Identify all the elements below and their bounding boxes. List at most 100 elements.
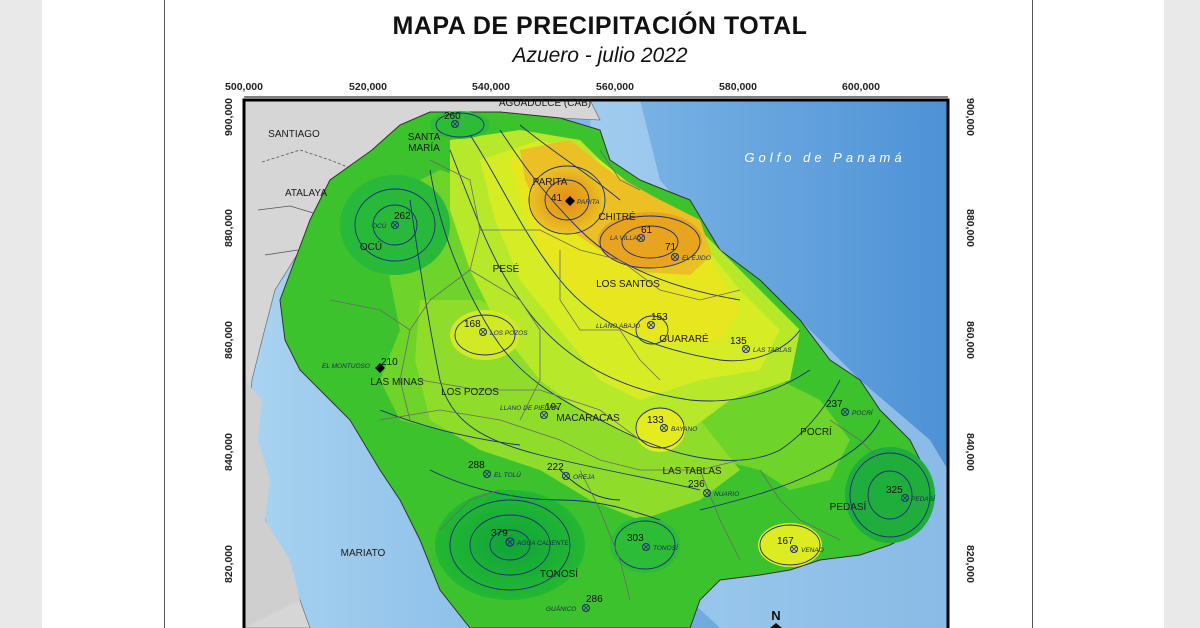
station-name: LLANO ABAJO bbox=[596, 323, 640, 330]
place-label-parita: PARITA bbox=[533, 177, 568, 188]
station-marker: 153 LLANO ABAJO bbox=[596, 312, 668, 330]
station-value: 197 bbox=[545, 402, 562, 413]
y-axis-right: 900,000 880,000 860,000 840,000 820,000 bbox=[964, 98, 976, 583]
station-marker: 168 LOS POZOS bbox=[464, 319, 528, 337]
y-tick-left: 840,000 bbox=[223, 433, 235, 471]
station-value: 153 bbox=[651, 312, 668, 323]
place-label-guarare: GUARARÉ bbox=[659, 332, 709, 345]
map-title: MAPA DE PRECIPITACIÓN TOTAL bbox=[392, 12, 808, 40]
station-marker: 210 EL MONTUOSO bbox=[322, 357, 398, 373]
station-name: NUARIO bbox=[714, 491, 739, 498]
place-label-mariato: MARIATO bbox=[341, 548, 386, 559]
station-marker: 133 BAYANO bbox=[647, 415, 697, 433]
station-value: 262 bbox=[394, 211, 411, 222]
place-label-pocri: POCRÍ bbox=[800, 425, 832, 438]
station-name: LLANO DE PIEDRA bbox=[500, 405, 558, 412]
station-value: 210 bbox=[381, 357, 398, 368]
station-value: 260 bbox=[444, 111, 461, 122]
station-name: LA VILLA bbox=[610, 235, 637, 242]
north-arrow-icon bbox=[770, 623, 782, 628]
station-marker: 41 PARITA bbox=[551, 193, 600, 206]
station-marker: 197 LLANO DE PIEDRA bbox=[500, 402, 562, 419]
y-tick-right: 880,000 bbox=[964, 209, 976, 247]
place-label-ocu: OCÚ bbox=[360, 240, 382, 253]
north-arrow: N bbox=[770, 608, 782, 628]
station-marker: 222 OREJA bbox=[547, 462, 595, 481]
y-tick-left: 820,000 bbox=[223, 545, 235, 583]
station-value: 135 bbox=[730, 336, 747, 347]
y-tick-left: 900,000 bbox=[223, 98, 235, 136]
sheet-border-right bbox=[1032, 0, 1033, 628]
station-value: 286 bbox=[586, 594, 603, 605]
station-name: LOS POZOS bbox=[490, 330, 528, 337]
station-value: 236 bbox=[688, 479, 705, 490]
x-tick: 540,000 bbox=[472, 81, 510, 93]
place-label-aguadulce: AGUADULCE (CAB) bbox=[499, 98, 591, 109]
station-name: EL MONTUOSO bbox=[322, 363, 370, 370]
place-label-tonosi: TONOSÍ bbox=[540, 567, 578, 580]
station-value: 71 bbox=[665, 242, 677, 253]
station-value: 133 bbox=[647, 415, 664, 426]
x-tick: 520,000 bbox=[349, 81, 387, 93]
station-marker: 61 LA VILLA bbox=[610, 225, 653, 242]
station-value: 168 bbox=[464, 319, 481, 330]
place-label-santiago: SANTIAGO bbox=[268, 129, 320, 140]
y-tick-right: 900,000 bbox=[964, 98, 976, 136]
north-label: N bbox=[771, 608, 780, 623]
station-marker: 167 VENAO bbox=[777, 536, 824, 554]
place-label-los-santos: LOS SANTOS bbox=[596, 279, 660, 290]
station-name: GUÁNICO bbox=[546, 604, 576, 613]
place-label-santa-maria: SANTA bbox=[408, 132, 441, 143]
sheet-border-left bbox=[164, 0, 165, 628]
rain-stations: 260 262 OCÚ 41 PARITA 61 LA VILLA 71 EL … bbox=[322, 111, 936, 613]
x-tick: 580,000 bbox=[719, 81, 757, 93]
map-subtitle: Azuero - julio 2022 bbox=[512, 44, 688, 67]
station-value: 303 bbox=[627, 533, 644, 544]
station-name: EL EJIDO bbox=[682, 255, 711, 262]
station-marker: 303 TONOSÍ bbox=[627, 533, 679, 552]
sea-label: Golfo de Panamá bbox=[744, 150, 905, 165]
station-name: POCRÍ bbox=[852, 408, 874, 417]
isohyet-contours bbox=[354, 112, 931, 591]
place-label-atalaya: ATALAYA bbox=[285, 188, 327, 199]
station-name: TONOSÍ bbox=[653, 543, 679, 552]
station-value: 325 bbox=[886, 485, 903, 496]
station-marker: 71 EL EJIDO bbox=[665, 242, 711, 262]
station-value: 288 bbox=[468, 460, 485, 471]
station-name: AGUA CALIENTE bbox=[516, 540, 569, 547]
map-frame bbox=[242, 98, 950, 628]
station-marker: 286 GUÁNICO bbox=[546, 594, 603, 613]
station-name: LAS TABLAS bbox=[753, 347, 792, 354]
x-tick: 560,000 bbox=[596, 81, 634, 93]
station-name: EL TOLÚ bbox=[494, 470, 521, 479]
station-marker: 135 LAS TABLAS bbox=[730, 336, 792, 354]
place-labels: AGUADULCE (CAB) SANTIAGO SANTA MARÍA ATA… bbox=[268, 98, 866, 580]
place-label-pese: PESÉ bbox=[493, 262, 520, 275]
station-value: 41 bbox=[551, 193, 563, 204]
place-label-los-pozos: LOS POZOS bbox=[441, 387, 499, 398]
station-name: OREJA bbox=[573, 474, 595, 481]
place-label-chitre: CHITRÉ bbox=[598, 210, 636, 223]
place-label-las-minas: LAS MINAS bbox=[370, 377, 424, 388]
station-name: PARITA bbox=[577, 199, 600, 206]
station-value: 379 bbox=[491, 528, 508, 539]
y-tick-left: 860,000 bbox=[223, 321, 235, 359]
station-name: BAYANO bbox=[671, 426, 697, 433]
station-marker: 262 OCÚ bbox=[372, 211, 411, 230]
place-label-macaracas: MACARACAS bbox=[556, 413, 620, 424]
station-marker: 288 EL TOLÚ bbox=[468, 460, 521, 479]
place-label-las-tablas: LAS TABLAS bbox=[662, 466, 721, 477]
y-tick-right: 840,000 bbox=[964, 433, 976, 471]
district-boundaries bbox=[329, 149, 881, 601]
station-marker: 325 PEDASÍ bbox=[886, 485, 936, 503]
station-value: 222 bbox=[547, 462, 564, 473]
station-name: OCÚ bbox=[372, 221, 387, 230]
y-tick-left: 880,000 bbox=[223, 209, 235, 247]
station-value: 237 bbox=[826, 399, 843, 410]
station-marker: 236 NUARIO bbox=[688, 479, 739, 498]
station-name: VENAO bbox=[801, 547, 824, 554]
map-body bbox=[244, 100, 948, 628]
station-marker: 379 AGUA CALIENTE bbox=[491, 528, 569, 547]
y-tick-right: 860,000 bbox=[964, 321, 976, 359]
